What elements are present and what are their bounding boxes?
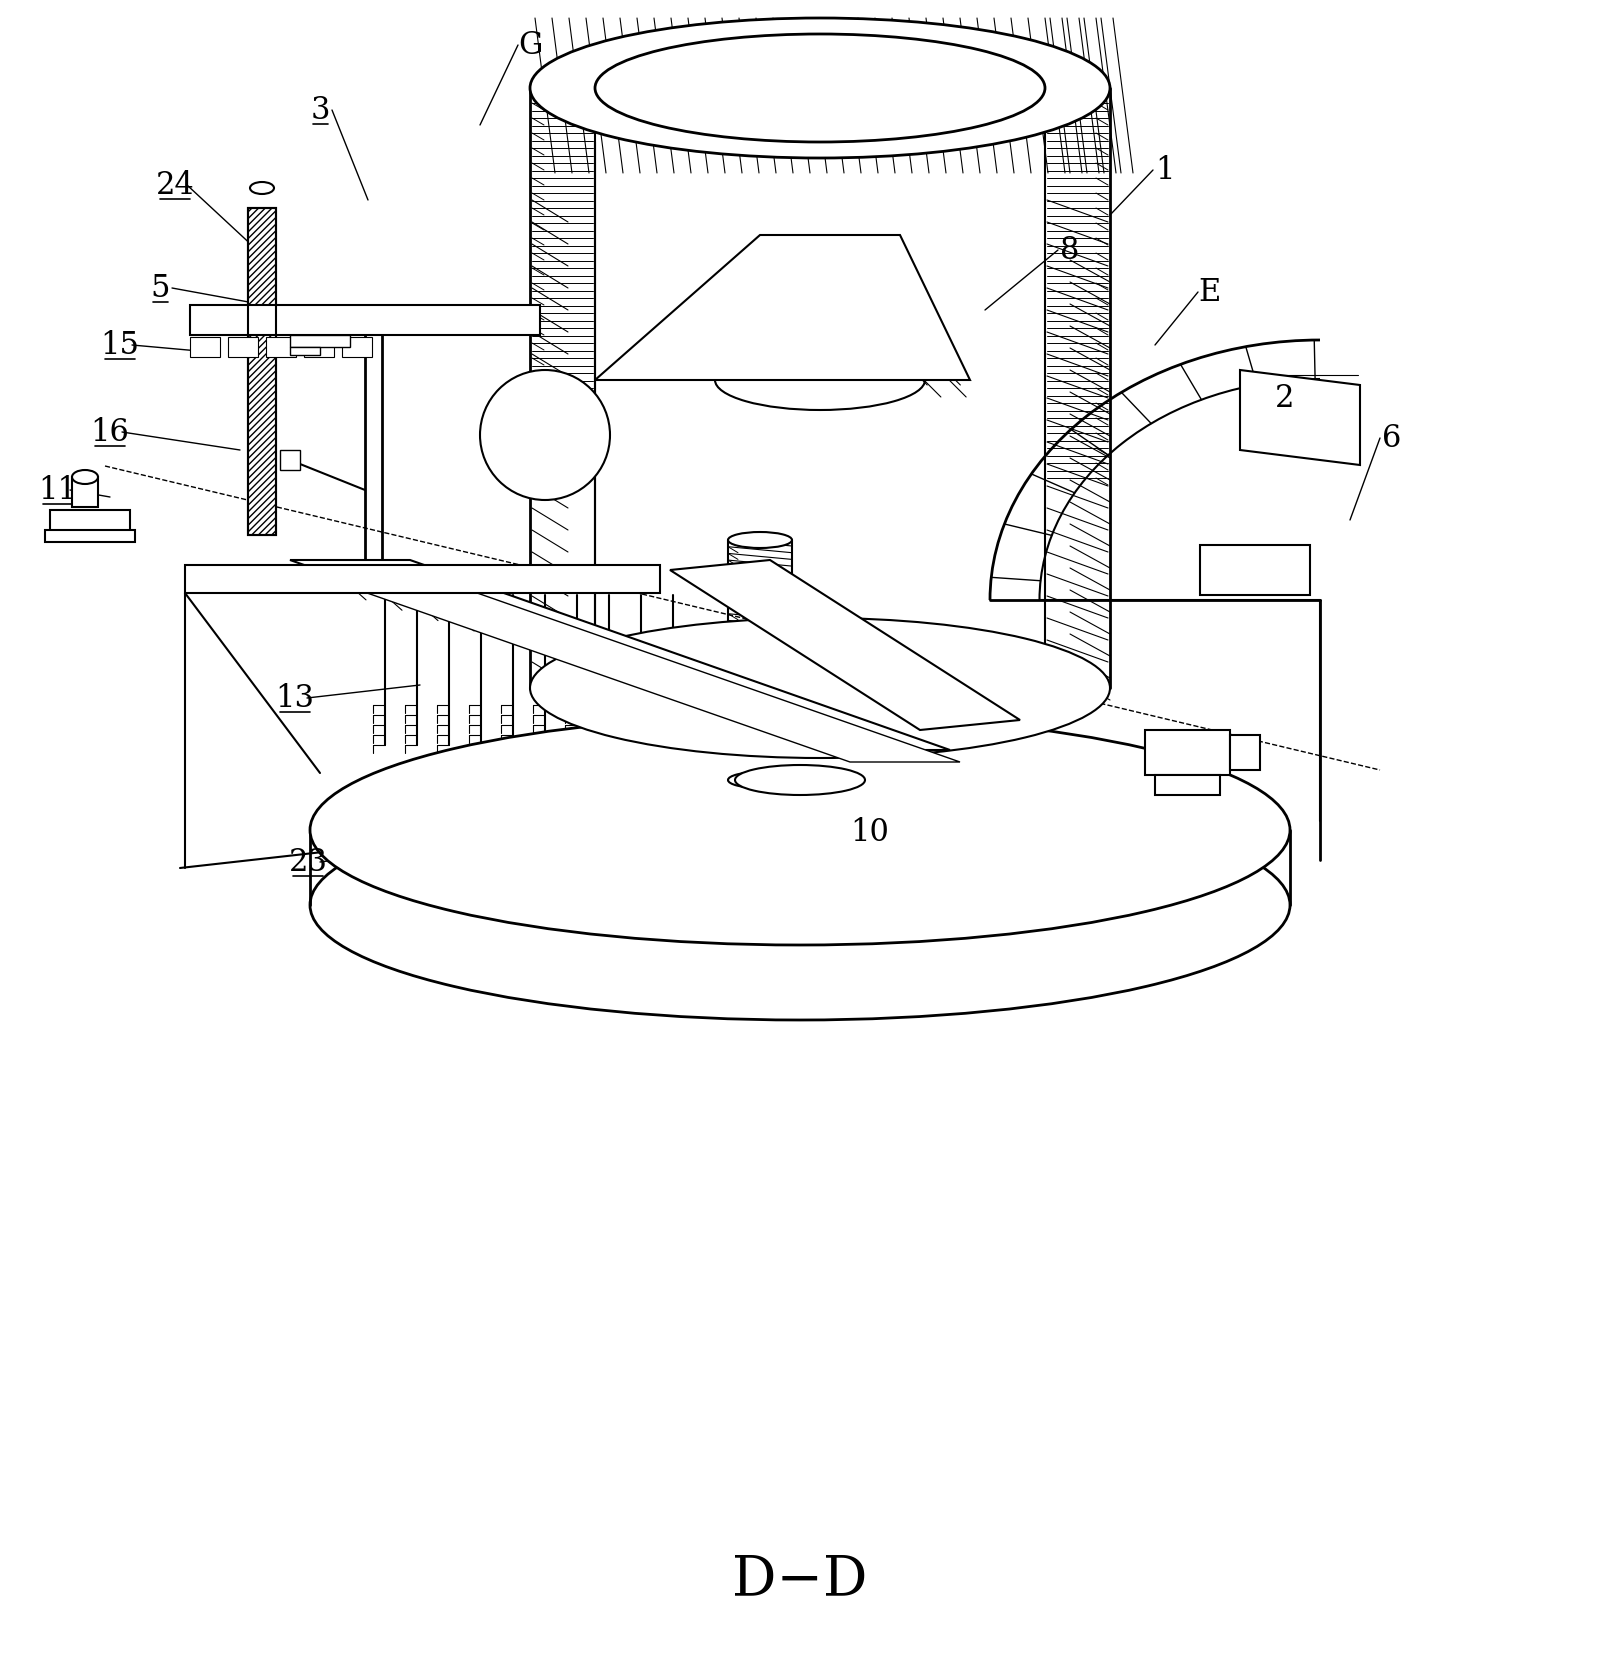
- Text: 11: 11: [39, 474, 78, 506]
- Bar: [189, 338, 220, 358]
- Bar: [248, 208, 275, 534]
- Polygon shape: [290, 559, 950, 749]
- Ellipse shape: [596, 34, 1044, 143]
- Bar: [290, 348, 321, 354]
- Text: 13: 13: [275, 682, 314, 714]
- Text: 3: 3: [311, 94, 330, 126]
- Bar: [342, 338, 372, 358]
- Ellipse shape: [249, 181, 274, 193]
- Text: D−D: D−D: [732, 1552, 868, 1608]
- Text: 24: 24: [155, 170, 194, 200]
- Ellipse shape: [729, 773, 792, 788]
- Bar: [71, 477, 99, 507]
- Text: 10: 10: [850, 816, 889, 847]
- Text: 8: 8: [1060, 235, 1080, 265]
- Text: 1: 1: [1156, 155, 1175, 185]
- Text: G: G: [518, 30, 542, 60]
- Polygon shape: [1240, 370, 1360, 465]
- Bar: [1154, 774, 1221, 795]
- Ellipse shape: [71, 470, 99, 484]
- Text: 5: 5: [151, 272, 170, 304]
- Bar: [1200, 544, 1310, 595]
- Bar: [290, 334, 350, 348]
- Text: 2: 2: [1276, 383, 1295, 413]
- Text: 23: 23: [288, 847, 327, 877]
- Polygon shape: [309, 573, 960, 763]
- Text: 16: 16: [91, 417, 130, 447]
- Text: E: E: [1198, 277, 1221, 307]
- Ellipse shape: [309, 716, 1290, 946]
- Polygon shape: [670, 559, 1020, 731]
- Bar: [1230, 736, 1260, 769]
- Bar: [185, 564, 661, 593]
- Ellipse shape: [729, 533, 792, 548]
- Bar: [45, 529, 134, 543]
- Text: 6: 6: [1383, 422, 1402, 454]
- Bar: [266, 338, 296, 358]
- Bar: [280, 450, 300, 470]
- Ellipse shape: [309, 790, 1290, 1020]
- Bar: [50, 511, 130, 533]
- Bar: [189, 306, 541, 334]
- Bar: [1145, 731, 1230, 774]
- Polygon shape: [248, 208, 275, 534]
- Ellipse shape: [529, 18, 1111, 158]
- Polygon shape: [596, 235, 970, 380]
- Bar: [228, 338, 257, 358]
- Bar: [304, 338, 334, 358]
- Circle shape: [479, 370, 610, 501]
- Text: 15: 15: [100, 329, 139, 361]
- Ellipse shape: [735, 764, 865, 795]
- Ellipse shape: [529, 618, 1111, 758]
